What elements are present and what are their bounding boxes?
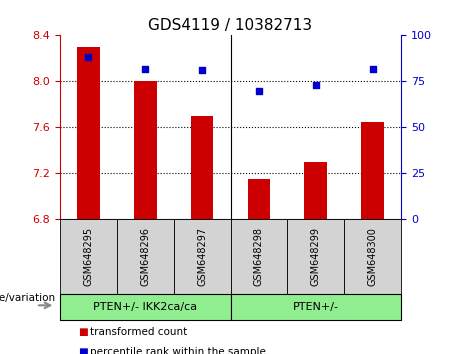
Bar	[134, 81, 157, 219]
Text: GSM648298: GSM648298	[254, 227, 264, 286]
Text: GSM648300: GSM648300	[367, 227, 378, 286]
Bar	[361, 122, 384, 219]
Point	[312, 82, 319, 88]
Text: transformed count: transformed count	[90, 327, 187, 337]
Text: ■: ■	[78, 327, 88, 337]
Bar	[304, 162, 327, 219]
Bar	[191, 116, 213, 219]
Text: genotype/variation: genotype/variation	[0, 293, 55, 303]
Bar	[77, 47, 100, 219]
Point	[142, 66, 149, 72]
Point	[369, 66, 376, 72]
Title: GDS4119 / 10382713: GDS4119 / 10382713	[148, 18, 313, 33]
Bar	[248, 179, 270, 219]
Text: ■: ■	[78, 347, 88, 354]
Text: GSM648299: GSM648299	[311, 227, 321, 286]
Text: GSM648296: GSM648296	[140, 227, 150, 286]
Point	[255, 88, 263, 93]
Text: PTEN+/-: PTEN+/-	[293, 302, 339, 312]
Point	[85, 55, 92, 60]
Text: GSM648297: GSM648297	[197, 227, 207, 286]
Text: PTEN+/- IKK2ca/ca: PTEN+/- IKK2ca/ca	[93, 302, 197, 312]
Point	[198, 68, 206, 73]
Text: GSM648295: GSM648295	[83, 227, 94, 286]
Text: percentile rank within the sample: percentile rank within the sample	[90, 347, 266, 354]
